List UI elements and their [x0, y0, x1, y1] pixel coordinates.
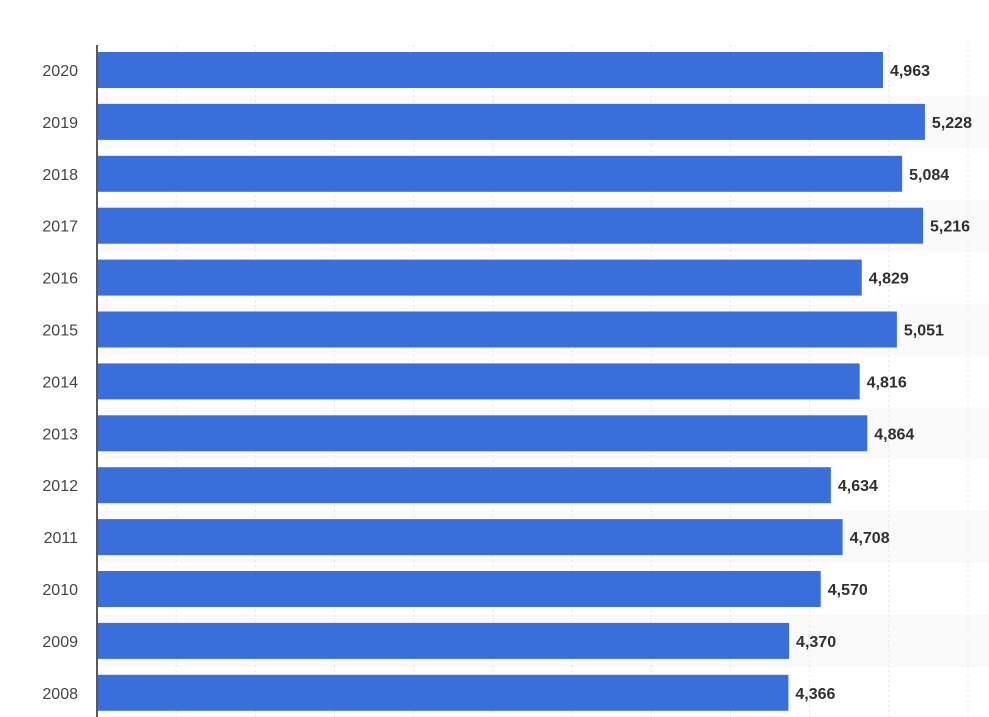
tick-label-2014: 2014 [42, 374, 78, 391]
tick-label-2020: 2020 [42, 63, 78, 80]
value-label-2015: 5,051 [904, 323, 944, 340]
bar-2010 [98, 571, 821, 607]
tick-label-2009: 2009 [42, 634, 78, 651]
bars [98, 52, 925, 711]
value-labels: 4,963 5,228 5,084 5,216 4,829 5,051 4,816 4,864… [795, 63, 972, 703]
value-label-2020: 4,963 [890, 63, 930, 80]
value-label-2010: 4,570 [828, 582, 868, 599]
tick-label-2019: 2019 [42, 115, 78, 132]
tick-label-2008: 2008 [42, 686, 78, 703]
bar-2013 [98, 415, 868, 452]
bar-2009 [98, 622, 790, 659]
bar-2016 [98, 259, 862, 296]
value-label-2009: 4,370 [796, 634, 836, 651]
value-label-2019: 5,228 [932, 115, 972, 132]
y-axis-tick-labels: 2020 2019 2018 2017 2016 2015 2014 2013 2012 2011… [42, 63, 78, 703]
value-label-2012: 4,634 [838, 478, 878, 495]
value-label-2014: 4,816 [867, 374, 907, 391]
tick-label-2017: 2017 [42, 219, 78, 236]
tick-label-2010: 2010 [42, 582, 78, 599]
value-label-2016: 4,829 [869, 271, 909, 288]
tick-label-2012: 2012 [42, 478, 78, 495]
bar-2014 [98, 363, 860, 400]
value-label-2011: 4,708 [850, 530, 890, 547]
value-label-2013: 4,864 [874, 426, 914, 443]
tick-label-2016: 2016 [42, 271, 78, 288]
value-label-2008: 4,366 [795, 686, 835, 703]
tick-label-2015: 2015 [42, 323, 78, 340]
bar-2011 [98, 519, 843, 556]
bar-2015 [98, 311, 897, 348]
bar-2018 [98, 155, 903, 192]
bar-2008 [98, 674, 789, 711]
value-label-2018: 5,084 [909, 167, 949, 184]
value-label-2017: 5,216 [930, 219, 970, 236]
bar-2012 [98, 467, 831, 504]
bar-2020 [98, 52, 883, 88]
bar-2017 [98, 207, 924, 244]
tick-label-2011: 2011 [44, 530, 79, 547]
tick-label-2018: 2018 [42, 167, 78, 184]
bar-2019 [98, 103, 925, 140]
tick-label-2013: 2013 [42, 426, 78, 443]
